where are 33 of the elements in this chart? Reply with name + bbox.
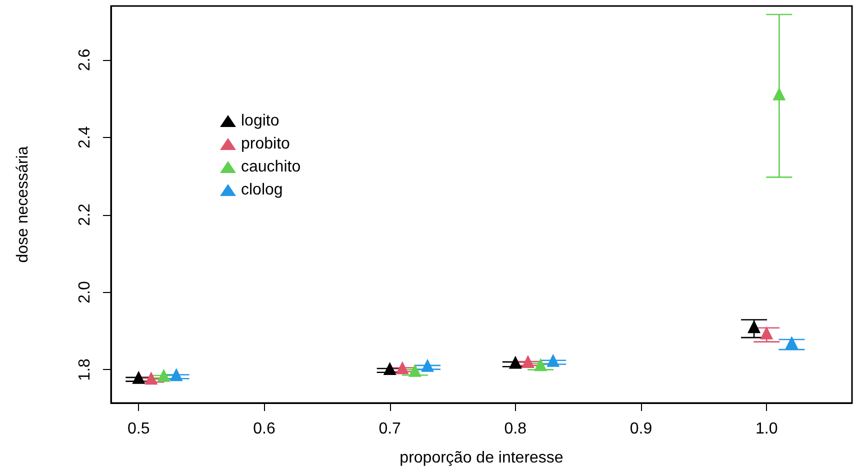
- point: [748, 320, 761, 334]
- x-tick-label: 0.6: [253, 420, 276, 438]
- x-tick-label: 1.0: [755, 420, 778, 438]
- y-axis-title: dose necessária: [14, 146, 32, 263]
- y-tick-label: 2.4: [76, 126, 94, 148]
- legend-label: logito: [241, 112, 280, 130]
- point: [521, 354, 534, 368]
- legend-label: probito: [241, 136, 290, 152]
- y-tick-label: 2.0: [76, 281, 94, 304]
- point: [383, 362, 396, 375]
- legend-label: cauchito: [241, 158, 301, 176]
- point: [132, 370, 146, 384]
- point: [772, 87, 786, 100]
- point: [508, 356, 522, 369]
- point: [420, 358, 434, 372]
- point: [785, 336, 798, 350]
- point: [408, 364, 422, 377]
- point: [170, 368, 183, 382]
- y-tick-label: 1.8: [76, 358, 94, 381]
- point: [144, 372, 158, 385]
- legend-label: clolog: [241, 182, 283, 198]
- y-tick-label: 2.2: [76, 204, 94, 226]
- x-tick-label: 0.8: [504, 420, 527, 438]
- x-tick-label: 0.9: [630, 420, 652, 438]
- x-axis-title: proporção de interesse: [400, 450, 564, 466]
- point: [546, 354, 560, 367]
- point: [157, 368, 170, 382]
- x-tick-label: 0.7: [378, 420, 402, 438]
- x-tick-label: 0.5: [128, 420, 150, 438]
- y-tick-label: 2.6: [76, 48, 94, 71]
- point: [760, 326, 774, 340]
- point: [534, 358, 548, 372]
- point: [396, 361, 409, 374]
